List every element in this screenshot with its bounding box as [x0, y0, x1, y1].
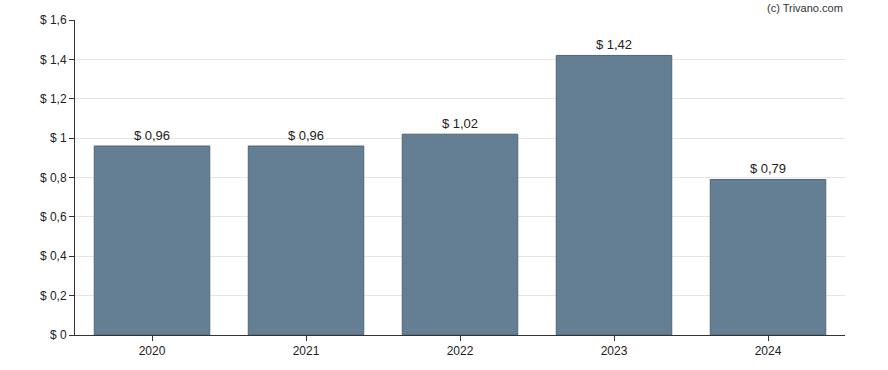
svg-text:$ 0,6: $ 0,6: [40, 210, 67, 224]
svg-text:$ 0,2: $ 0,2: [40, 289, 67, 303]
svg-text:$ 0,4: $ 0,4: [40, 249, 67, 263]
svg-text:2020: 2020: [139, 344, 166, 358]
svg-text:$ 1,6: $ 1,6: [40, 13, 67, 27]
svg-text:$ 0,96: $ 0,96: [288, 128, 324, 143]
svg-text:$ 0,79: $ 0,79: [750, 161, 786, 176]
svg-text:$ 1,02: $ 1,02: [442, 116, 478, 131]
svg-text:$ 1: $ 1: [50, 131, 67, 145]
svg-text:$ 1,2: $ 1,2: [40, 92, 67, 106]
svg-text:2024: 2024: [755, 344, 782, 358]
svg-text:2023: 2023: [601, 344, 628, 358]
svg-text:$ 0,8: $ 0,8: [40, 171, 67, 185]
svg-text:2021: 2021: [293, 344, 320, 358]
svg-text:$ 1,4: $ 1,4: [40, 53, 67, 67]
svg-text:(c) Trivano.com: (c) Trivano.com: [767, 2, 843, 14]
svg-text:2022: 2022: [447, 344, 474, 358]
svg-text:$ 0: $ 0: [50, 328, 67, 342]
svg-text:$ 1,42: $ 1,42: [596, 37, 632, 52]
svg-text:$ 0,96: $ 0,96: [134, 128, 170, 143]
